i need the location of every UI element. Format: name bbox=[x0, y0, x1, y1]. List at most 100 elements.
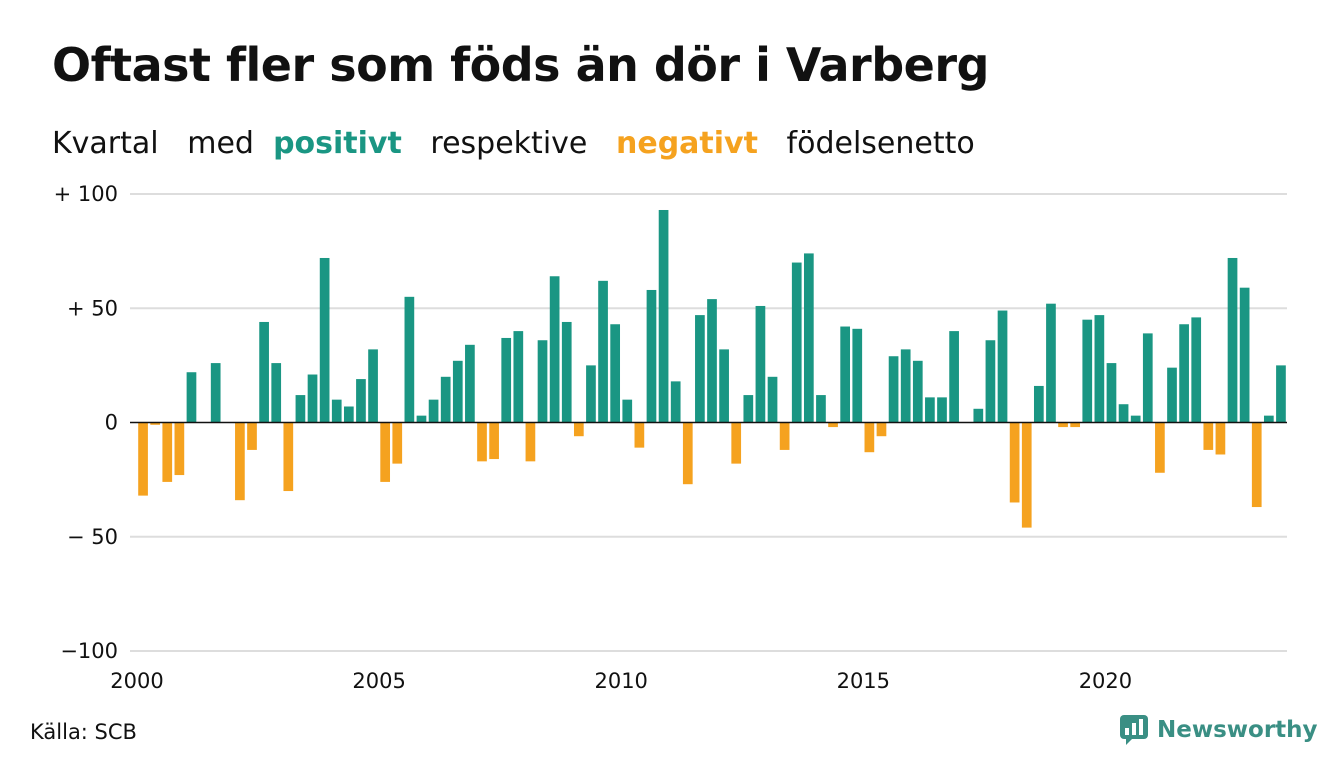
bar-negative bbox=[1251, 422, 1262, 508]
subtitle-word-2: med bbox=[187, 126, 254, 161]
bar-positive bbox=[1118, 404, 1129, 423]
bar-negative bbox=[150, 422, 161, 425]
bar-positive bbox=[1046, 303, 1056, 423]
subtitle-positive-label: positivt bbox=[273, 126, 402, 161]
chart-title: Oftast fler som föds än dör i Varberg bbox=[52, 38, 989, 92]
bar-positive bbox=[1179, 324, 1189, 423]
bar-positive bbox=[1276, 365, 1286, 423]
axes: + 100 + 50 0 − 50 −100 2000 2005 2010 2015 2020 bbox=[54, 182, 1287, 693]
bar-negative bbox=[1155, 422, 1165, 473]
bar-positive bbox=[610, 324, 621, 423]
bar-positive bbox=[440, 376, 451, 423]
bar-negative bbox=[876, 422, 887, 437]
bar-negative bbox=[682, 422, 693, 485]
bar-negative bbox=[731, 422, 742, 464]
bar-positive bbox=[271, 363, 282, 423]
bar-positive bbox=[428, 399, 439, 423]
subtitle-word-6: födelsenetto bbox=[786, 126, 975, 161]
bar-positive bbox=[1033, 385, 1044, 423]
bar-positive bbox=[912, 360, 923, 423]
bar-positive bbox=[658, 209, 669, 423]
bar-positive bbox=[452, 360, 463, 423]
bar-positive bbox=[888, 356, 899, 423]
bar-negative bbox=[525, 422, 536, 462]
bar-positive bbox=[719, 349, 729, 423]
bar-positive bbox=[598, 280, 608, 423]
y-tick-label: −100 bbox=[60, 639, 118, 663]
y-tick-label: + 100 bbox=[54, 182, 118, 206]
brand-name: Newsworthy bbox=[1157, 717, 1318, 743]
bar-positive bbox=[295, 395, 306, 423]
bar-positive bbox=[586, 365, 596, 423]
bar-positive bbox=[743, 395, 754, 423]
bar-negative bbox=[489, 422, 499, 460]
bar-positive bbox=[1094, 315, 1105, 423]
bar-positive bbox=[319, 257, 330, 423]
bar-positive bbox=[1106, 363, 1117, 423]
bar-chart: + 100 + 50 0 − 50 −100 2000 2005 2010 2015 2020 bbox=[54, 182, 1287, 693]
bar-positive bbox=[622, 399, 633, 423]
bar-negative bbox=[235, 422, 245, 501]
bar-positive bbox=[670, 381, 681, 423]
bar-positive bbox=[1227, 257, 1238, 423]
bar-positive bbox=[816, 395, 826, 423]
bar-negative bbox=[477, 422, 487, 462]
bar-positive bbox=[549, 276, 560, 423]
bar-positive bbox=[416, 415, 427, 423]
bar-positive bbox=[501, 337, 512, 423]
x-tick-label: 2000 bbox=[110, 669, 163, 693]
bar-positive bbox=[803, 253, 814, 423]
bar-negative bbox=[1203, 422, 1214, 450]
bar-positive bbox=[1130, 415, 1141, 423]
source-note: Källa: SCB bbox=[30, 720, 137, 744]
bar-positive bbox=[1082, 319, 1093, 423]
y-tick-label: 0 bbox=[105, 411, 118, 435]
gridlines bbox=[130, 193, 1287, 652]
bar-negative bbox=[828, 422, 838, 428]
bar-positive bbox=[513, 331, 524, 423]
subtitle-word-1: Kvartal bbox=[52, 126, 159, 161]
bar-positive bbox=[1263, 415, 1274, 423]
bar-negative bbox=[283, 422, 294, 492]
bar-positive bbox=[1167, 367, 1177, 423]
brand-logo: Newsworthy bbox=[1119, 714, 1318, 746]
bar-positive bbox=[767, 376, 778, 423]
subtitle-word-4: respektive bbox=[430, 126, 588, 161]
bar-positive bbox=[973, 408, 984, 423]
bar-negative bbox=[864, 422, 875, 453]
bar-negative bbox=[1009, 422, 1020, 503]
bar-negative bbox=[573, 422, 584, 437]
bar-positive bbox=[900, 349, 911, 423]
bar-positive bbox=[465, 344, 475, 423]
bar-positive bbox=[852, 328, 863, 423]
bar-positive bbox=[791, 262, 802, 423]
bar-negative bbox=[162, 422, 173, 482]
bar-positive bbox=[646, 289, 657, 423]
bar-positive bbox=[1142, 333, 1153, 423]
bar-negative bbox=[1021, 422, 1032, 528]
bar-positive bbox=[356, 379, 366, 423]
x-tick-label: 2010 bbox=[594, 669, 647, 693]
bar-positive bbox=[307, 374, 318, 423]
bar-negative bbox=[1058, 422, 1068, 428]
bar-positive bbox=[925, 397, 935, 423]
bar-positive bbox=[1239, 287, 1250, 423]
bar-positive bbox=[1191, 317, 1202, 423]
bar-positive bbox=[343, 406, 354, 423]
bar-negative bbox=[1215, 422, 1226, 455]
chart-subtitle: Kvartal med positivt respektive negativt… bbox=[52, 126, 975, 161]
bar-negative bbox=[174, 422, 185, 476]
subtitle-negative-label: negativt bbox=[615, 126, 758, 161]
bar-negative bbox=[634, 422, 645, 448]
bar-positive bbox=[937, 397, 947, 423]
x-tick-label: 2005 bbox=[352, 669, 405, 693]
bar-negative bbox=[380, 422, 391, 482]
bar-positive bbox=[404, 296, 415, 423]
bar-negative bbox=[779, 422, 790, 450]
bars bbox=[138, 209, 1286, 528]
y-tick-label: − 50 bbox=[67, 525, 118, 549]
bar-positive bbox=[949, 331, 959, 423]
bar-positive bbox=[537, 340, 548, 423]
bar-positive bbox=[331, 399, 342, 423]
x-tick-label: 2020 bbox=[1079, 669, 1132, 693]
